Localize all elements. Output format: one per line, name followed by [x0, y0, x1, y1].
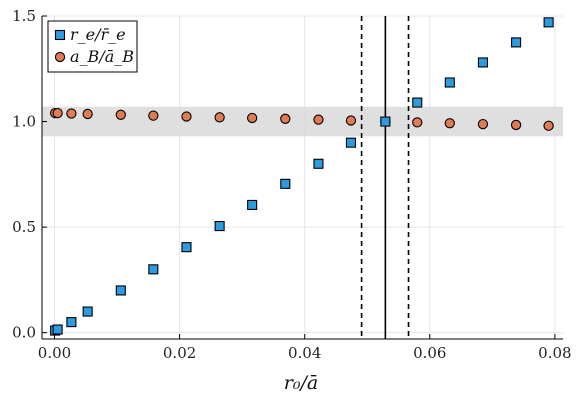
data-point-square — [52, 324, 63, 335]
data-point-square — [214, 221, 225, 232]
y-tick-label: 1.0 — [12, 113, 36, 131]
data-point-square — [543, 17, 554, 28]
data-point-square — [82, 306, 93, 317]
data-point-circle — [477, 118, 489, 130]
y-tick-label: 0.5 — [12, 218, 36, 236]
data-point-square — [280, 178, 291, 189]
data-point-circle — [82, 108, 93, 120]
tick-labels: 0.00 0.02 0.04 0.06 0.08 0.0 0.5 1.0 1.5 — [12, 7, 571, 362]
data-point-circle — [181, 111, 192, 122]
x-tick-label: 0.00 — [38, 344, 71, 362]
data-point-square — [477, 57, 488, 68]
legend-marker-circle — [54, 51, 66, 63]
data-series — [49, 17, 554, 336]
data-point-circle — [214, 112, 225, 123]
data-point-circle — [115, 109, 126, 120]
data-point-square — [181, 242, 192, 253]
x-tick-label: 0.04 — [288, 344, 321, 362]
data-point-circle — [412, 117, 423, 128]
data-point-circle — [148, 110, 159, 121]
data-point-circle — [345, 115, 357, 126]
uncertainty-band — [42, 106, 563, 137]
data-point-square — [148, 264, 159, 275]
axes-frame — [41, 15, 563, 340]
legend-label: r_e/r̄_e — [70, 25, 126, 44]
y-tick-label: 1.5 — [12, 7, 36, 25]
x-tick-label: 0.02 — [163, 344, 196, 362]
data-point-circle — [543, 120, 554, 131]
data-point-square — [313, 158, 324, 169]
data-point-circle — [247, 112, 258, 124]
x-tick-label: 0.06 — [413, 344, 446, 362]
legend-marker-square — [54, 29, 66, 41]
vertical-reference-lines — [360, 16, 410, 339]
data-point-circle — [280, 113, 291, 124]
legend-label: a_B/ā_B — [70, 47, 134, 66]
data-point-square — [247, 199, 258, 210]
x-tick-label: 0.08 — [538, 344, 571, 362]
y-tick-label: 0.0 — [12, 324, 36, 342]
data-point-square — [444, 77, 455, 88]
legend-box — [47, 20, 138, 73]
data-point-square — [511, 37, 522, 48]
data-point-square — [412, 97, 423, 108]
legend: r_e/r̄_e a_B/ā_B — [47, 20, 138, 73]
data-point-square — [115, 285, 126, 296]
x-axis-title: r₀/ā — [284, 372, 318, 394]
data-point-circle — [510, 119, 522, 131]
reference-band — [42, 106, 563, 137]
data-point-circle — [52, 107, 63, 119]
data-point-square — [345, 137, 357, 148]
data-point-circle — [66, 108, 77, 119]
data-point-square — [380, 116, 391, 127]
grid-lines — [42, 15, 563, 339]
data-point-circle — [313, 114, 324, 125]
data-point-circle — [444, 118, 455, 129]
data-point-square — [66, 317, 77, 328]
